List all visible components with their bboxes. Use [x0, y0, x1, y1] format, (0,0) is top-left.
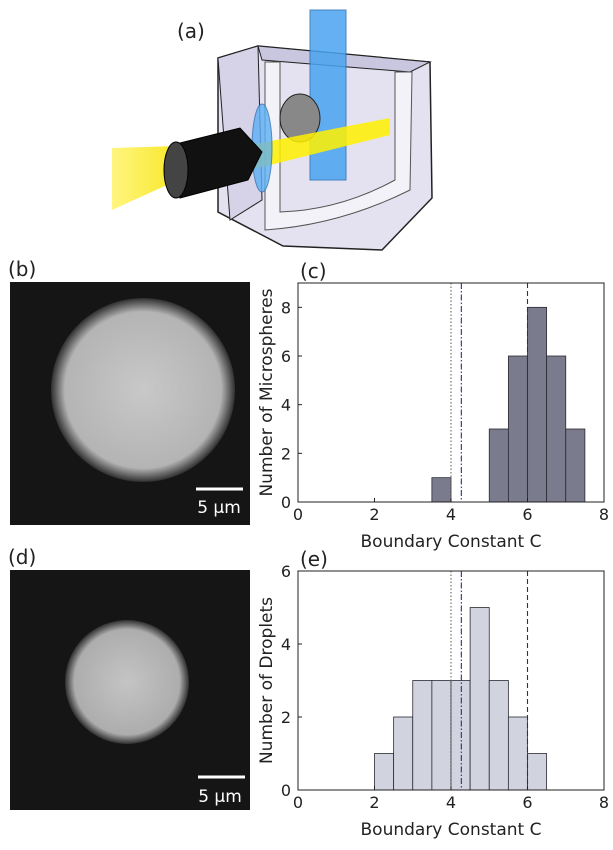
x-axis-label: Boundary Constant C: [361, 532, 542, 552]
y-tick-label: 4: [281, 635, 291, 654]
bar: [488, 428, 509, 503]
bar: [450, 680, 471, 791]
y-tick-label: 8: [281, 298, 291, 317]
x-tick-label: 8: [599, 793, 609, 812]
bar: [507, 716, 528, 791]
x-tick-label: 4: [446, 793, 456, 812]
bar: [412, 680, 433, 791]
panel-label: (c): [300, 259, 327, 283]
bar: [546, 355, 567, 503]
y-tick-label: 2: [281, 708, 291, 727]
bar: [469, 607, 490, 791]
x-tick-label: 8: [599, 505, 609, 524]
x-tick-label: 6: [522, 505, 532, 524]
x-axis-label: Boundary Constant C: [361, 820, 542, 840]
y-tick-label: 6: [281, 562, 291, 581]
bar: [565, 428, 586, 503]
scale-bar-label: 5 µm: [197, 498, 241, 518]
bar: [431, 680, 452, 791]
scale-bar-label: 5 µm: [198, 787, 242, 807]
bar: [507, 355, 528, 503]
y-axis-label: Number of Droplets: [257, 597, 277, 764]
y-axis-label: Number of Microspheres: [257, 288, 277, 496]
panel-label: (a): [177, 19, 205, 43]
y-tick-label: 6: [281, 347, 291, 366]
y-tick-label: 0: [281, 781, 291, 800]
bar: [488, 680, 509, 791]
x-tick-label: 2: [369, 793, 379, 812]
y-tick-label: 4: [281, 396, 291, 415]
x-tick-label: 0: [293, 793, 303, 812]
panel-label: (e): [300, 547, 328, 571]
y-tick-label: 2: [281, 444, 291, 463]
particle-image: [65, 620, 189, 744]
x-tick-label: 4: [446, 505, 456, 524]
bar: [527, 306, 548, 503]
bar: [393, 716, 414, 791]
x-tick-label: 2: [369, 505, 379, 524]
panel-label: (b): [8, 257, 36, 281]
particle-image: [51, 298, 235, 482]
bar: [431, 477, 452, 503]
x-tick-label: 0: [293, 505, 303, 524]
bar: [527, 753, 548, 791]
bar: [374, 753, 395, 791]
x-tick-label: 6: [522, 793, 532, 812]
panel-label: (d): [8, 545, 36, 569]
illustration: [112, 9, 433, 251]
y-tick-label: 0: [281, 493, 291, 512]
